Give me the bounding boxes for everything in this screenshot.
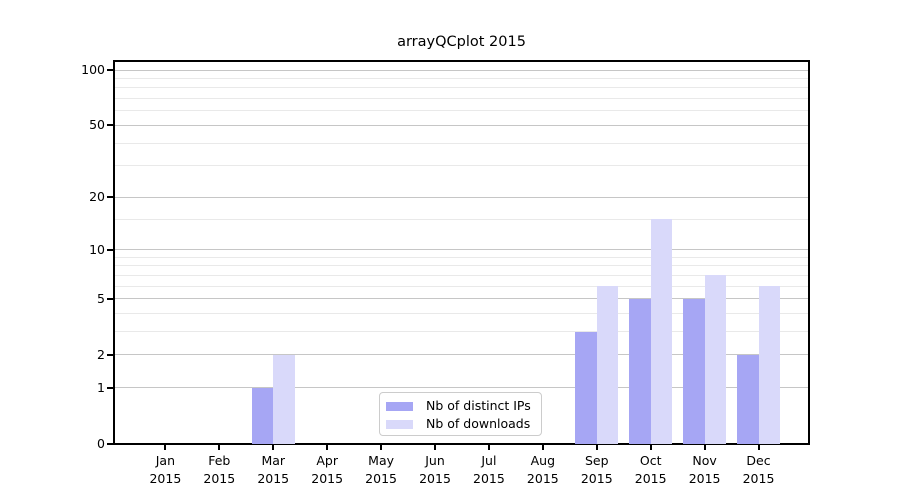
gridline-minor: [115, 87, 808, 89]
gridline-minor: [115, 313, 808, 315]
gridline-major: [115, 249, 808, 251]
x-tick: [380, 444, 383, 450]
gridline-minor: [115, 285, 808, 287]
gridline-minor: [115, 218, 808, 220]
bar-downloads-oct: [650, 219, 673, 444]
y-tick: [107, 386, 113, 389]
gridline-major: [115, 124, 808, 126]
gridline-minor: [115, 110, 808, 112]
y-tick-label: 5: [97, 290, 105, 306]
bar-distinct-ips-sep: [575, 331, 597, 444]
gridline-minor: [115, 165, 808, 167]
x-tick: [541, 444, 544, 450]
gridline-minor: [115, 265, 808, 267]
bar-downloads-dec: [758, 286, 781, 444]
x-tick: [164, 444, 167, 450]
gridline-major: [115, 196, 808, 198]
plot-area: [113, 60, 810, 445]
x-tick: [487, 444, 490, 450]
x-tick-label: Jan 2015: [149, 453, 182, 486]
x-tick-label: May 2015: [365, 453, 397, 486]
legend-swatch-downloads: [386, 419, 413, 429]
legend: Nb of distinct IPs Nb of downloads: [379, 392, 542, 436]
y-tick: [107, 297, 113, 300]
bar-distinct-ips-mar: [251, 387, 274, 444]
gridline-minor: [115, 331, 808, 333]
gridline-major: [115, 354, 808, 356]
gridline-minor: [115, 98, 808, 100]
y-tick-label: 1: [97, 379, 105, 395]
x-tick-label: Dec 2015: [742, 453, 775, 486]
x-tick-label: Jun 2015: [419, 453, 451, 486]
y-tick-label: 2: [97, 346, 105, 362]
x-tick: [272, 444, 275, 450]
x-tick: [649, 444, 652, 450]
x-tick-label: Oct 2015: [634, 453, 667, 486]
gridline-minor: [115, 256, 808, 258]
gridline-major: [115, 387, 808, 389]
y-tick: [107, 443, 113, 445]
bar-downloads-mar: [273, 354, 295, 444]
y-tick-label: 0: [97, 436, 105, 451]
y-tick-label: 20: [89, 189, 105, 205]
bar-distinct-ips-nov: [683, 298, 705, 444]
x-tick-label: Jul 2015: [473, 453, 505, 486]
y-tick: [107, 124, 113, 127]
chart-title: arrayQCplot 2015: [397, 34, 526, 50]
x-tick: [326, 444, 329, 450]
x-tick: [218, 444, 221, 450]
y-tick-label: 10: [89, 241, 105, 257]
y-tick: [107, 196, 113, 199]
gridline-major: [115, 69, 808, 71]
legend-item: Nb of downloads: [386, 415, 535, 433]
bar-distinct-ips-dec: [737, 354, 759, 444]
gridline-minor: [115, 77, 808, 79]
x-tick-label: Feb 2015: [203, 453, 236, 486]
bar-distinct-ips-oct: [629, 298, 651, 444]
y-tick: [107, 248, 113, 251]
x-tick: [757, 444, 760, 450]
bar-downloads-nov: [704, 275, 727, 444]
gridline-minor: [115, 142, 808, 144]
x-tick-label: Apr 2015: [311, 453, 344, 486]
y-tick-label: 50: [89, 117, 105, 133]
x-tick: [595, 444, 598, 450]
x-tick-label: Nov 2015: [688, 453, 721, 486]
x-tick: [703, 444, 706, 450]
y-tick-label: 100: [81, 62, 105, 77]
legend-swatch-distinct-ips: [386, 401, 413, 411]
x-tick-label: Mar 2015: [257, 453, 290, 486]
gridline-minor: [115, 274, 808, 276]
legend-item: Nb of distinct IPs: [386, 397, 535, 415]
y-tick: [107, 353, 113, 356]
gridline-major: [115, 298, 808, 300]
x-tick-label: Aug 2015: [526, 453, 559, 486]
legend-label: Nb of downloads: [426, 416, 531, 431]
bar-downloads-sep: [596, 286, 619, 444]
x-tick-label: Sep 2015: [580, 453, 613, 486]
x-tick: [434, 444, 436, 450]
y-tick: [107, 69, 113, 71]
legend-label: Nb of distinct IPs: [426, 398, 531, 413]
